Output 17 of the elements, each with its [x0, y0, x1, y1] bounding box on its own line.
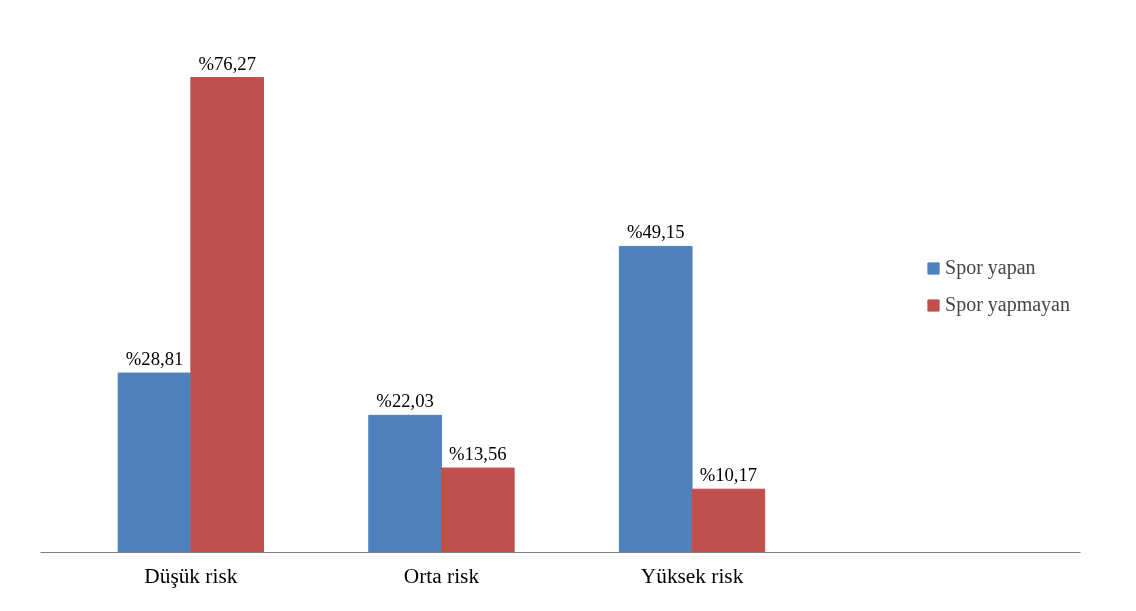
data-label: %49,15: [626, 221, 685, 243]
legend-label: Spor yapmayan: [945, 293, 1070, 316]
x-tick-label: Orta risk: [403, 563, 480, 588]
bar: [440, 467, 515, 553]
bar: [618, 245, 693, 553]
bar: [190, 77, 265, 553]
data-label: %22,03: [376, 390, 434, 412]
bar: [691, 488, 766, 553]
bar: [117, 372, 192, 553]
data-label: %13,56: [449, 443, 507, 465]
data-label: %76,27: [198, 52, 256, 74]
data-label: %10,17: [699, 464, 758, 486]
bar: [368, 414, 442, 553]
legend-label: Spor yapan: [945, 256, 1036, 279]
x-tick-label: Yüksek risk: [640, 563, 744, 588]
x-tick-label: Düşük risk: [144, 563, 238, 588]
data-label: %28,81: [125, 348, 184, 370]
